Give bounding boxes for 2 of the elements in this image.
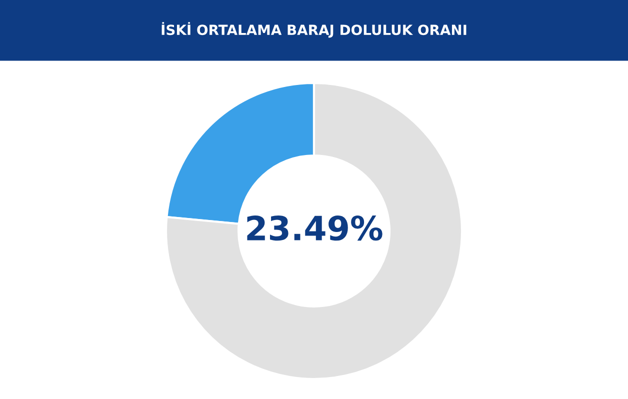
chart-title: İSKİ ORTALAMA BARAJ DOLULUK ORANI: [162, 22, 466, 38]
text: 23.49%: [247, 215, 382, 241]
